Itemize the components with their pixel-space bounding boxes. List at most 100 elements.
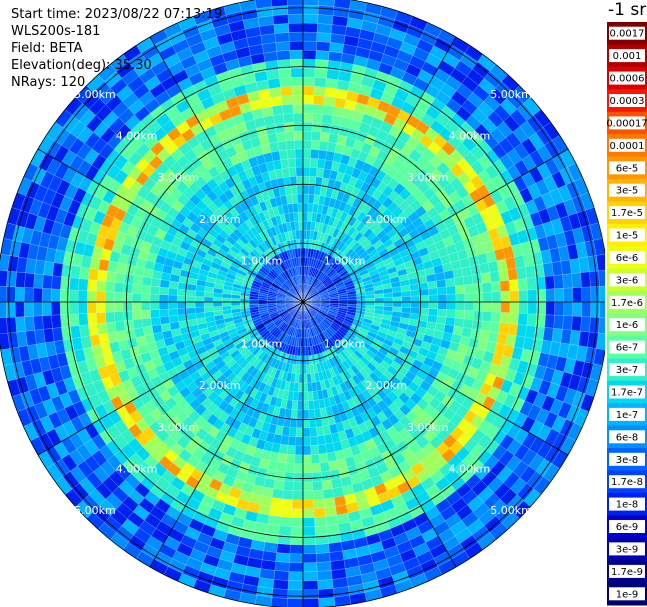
colorbar-label-box: [609, 116, 645, 130]
colorbar-label-box: [609, 475, 645, 489]
ppi-gate-cell: [306, 373, 312, 384]
ppi-gate-cell: [302, 400, 309, 411]
ppi-gate-cell: [517, 278, 528, 291]
colorbar-tick-label: 1e-7: [616, 410, 639, 421]
ppi-gate-cell: [6, 270, 17, 288]
range-ring-label: 4.00km: [116, 462, 158, 475]
ppi-gate-cell: [302, 481, 314, 492]
ppi-gate-cell: [292, 490, 304, 501]
ppi-gate-cell: [33, 315, 44, 331]
ppi-gate-cell: [167, 294, 178, 303]
ppi-gate-cell: [302, 148, 312, 159]
ppi-gate-cell: [212, 297, 223, 303]
colorbar-label-box: [609, 49, 645, 63]
ppi-gate-cell: [299, 229, 304, 240]
ppi-gate-cell: [284, 131, 295, 142]
ppi-gate-cell: [596, 332, 605, 351]
ppi-gate-cell: [302, 589, 319, 600]
ppi-gate-cell: [70, 265, 81, 279]
ppi-gate-cell: [302, 130, 313, 141]
ppi-gate-cell: [554, 288, 565, 303]
ppi-gate-cell: [428, 308, 438, 317]
ppi-gate-cell: [186, 307, 196, 315]
colorbar-label-box: [609, 94, 645, 107]
ppi-gate-cell: [302, 85, 315, 96]
ppi-gate-cell: [489, 321, 501, 334]
ppi-gate-cell: [309, 427, 318, 437]
ppi-gate-cell: [302, 112, 314, 123]
ppi-gate-cell: [284, 471, 295, 482]
ppi-gate-cell: [294, 139, 304, 150]
ppi-gate-cell: [221, 301, 232, 307]
ppi-gate-cell: [427, 280, 438, 289]
ppi-gate-cell: [453, 317, 465, 328]
colorbar-tick-label: 3e-5: [616, 186, 639, 197]
ppi-gate-cell: [498, 269, 510, 282]
ppi-gate-cell: [308, 409, 316, 419]
ppi-gate-cell: [271, 104, 284, 116]
ppi-gate-cell: [297, 193, 304, 204]
ppi-gate-cell: [88, 267, 99, 281]
ppi-gate-cell: [437, 308, 447, 318]
ppi-gate-cell: [316, 552, 331, 563]
ppi-gate-cell: [23, 301, 34, 317]
ppi-gate-cell: [273, 113, 285, 125]
ppi-gate-cell: [498, 322, 510, 335]
ppi-gate-cell: [287, 4, 304, 15]
ppi-gate-cell: [489, 270, 501, 283]
ppi-gate-cell: [283, 113, 294, 124]
ppi-gate-cell: [5, 286, 16, 303]
ppi-gate-cell: [302, 13, 319, 24]
ppi-gate-cell: [194, 296, 205, 303]
ppi-gate-cell: [316, 561, 332, 572]
ppi-gate-cell: [401, 301, 412, 308]
ppi-gate-cell: [278, 68, 292, 79]
ppi-gate-cell: [168, 308, 178, 317]
colorbar-label-box: [609, 228, 645, 242]
range-ring-label: 5.00km: [490, 504, 532, 517]
ppi-gate-cell: [302, 4, 319, 15]
ppi-gate-cell: [302, 553, 317, 564]
ppi-gate-cell: [302, 373, 308, 384]
ppi-gate-cell: [79, 266, 90, 280]
colorbar-tick-label: 1e-5: [616, 231, 639, 242]
ppi-gate-cell: [274, 470, 286, 482]
ppi-gate-cell: [150, 285, 160, 295]
ppi-gate-cell: [317, 14, 334, 25]
range-ring-label: 2.00km: [365, 213, 407, 226]
ppi-gate-cell: [0, 317, 8, 335]
ppi-gate-cell: [302, 67, 316, 78]
azimuth-spoke: [302, 301, 457, 568]
ppi-gate-cell: [461, 266, 473, 277]
ppi-gate-cell: [302, 139, 312, 150]
ppi-gate-cell: [302, 0, 319, 6]
ppi-gate-cell: [446, 285, 456, 295]
ppi-gate-cell: [481, 282, 492, 293]
ppi-gate-cell: [294, 148, 304, 159]
ppi-gate-cell: [318, 452, 329, 464]
start-time-text: Start time: 2023/08/22 07:13:19: [11, 7, 223, 22]
ppi-gate-cell: [87, 312, 98, 325]
ppi-gate-cell: [288, 562, 304, 573]
ppi-gate-cell: [347, 299, 358, 303]
range-ring-label: 4.00km: [449, 130, 491, 143]
ppi-gate-cell: [302, 571, 318, 582]
ppi-gate-cell: [302, 391, 309, 402]
ppi-gate-cell: [168, 287, 178, 296]
ppi-gate-cell: [307, 382, 313, 393]
ppi-gate-cell: [132, 310, 143, 321]
ppi-gate-cell: [78, 313, 89, 326]
ppi-gate-cell: [302, 382, 308, 393]
ppi-gate-cell: [96, 280, 107, 292]
ppi-gate-cell: [509, 290, 520, 303]
ppi-gate-cell: [589, 270, 600, 288]
ppi-gate-cell: [312, 480, 323, 491]
ppi-gate-cell: [324, 87, 338, 98]
ppi-gate-cell: [96, 322, 108, 335]
ppi-gate-cell: [289, 49, 304, 60]
ppi-gate-cell: [282, 104, 294, 115]
ppi-gate-cell: [292, 202, 299, 213]
ppi-gate-cell: [70, 325, 81, 339]
ppi-gate-cell: [69, 277, 80, 291]
ppi-gate-cell: [291, 508, 304, 519]
